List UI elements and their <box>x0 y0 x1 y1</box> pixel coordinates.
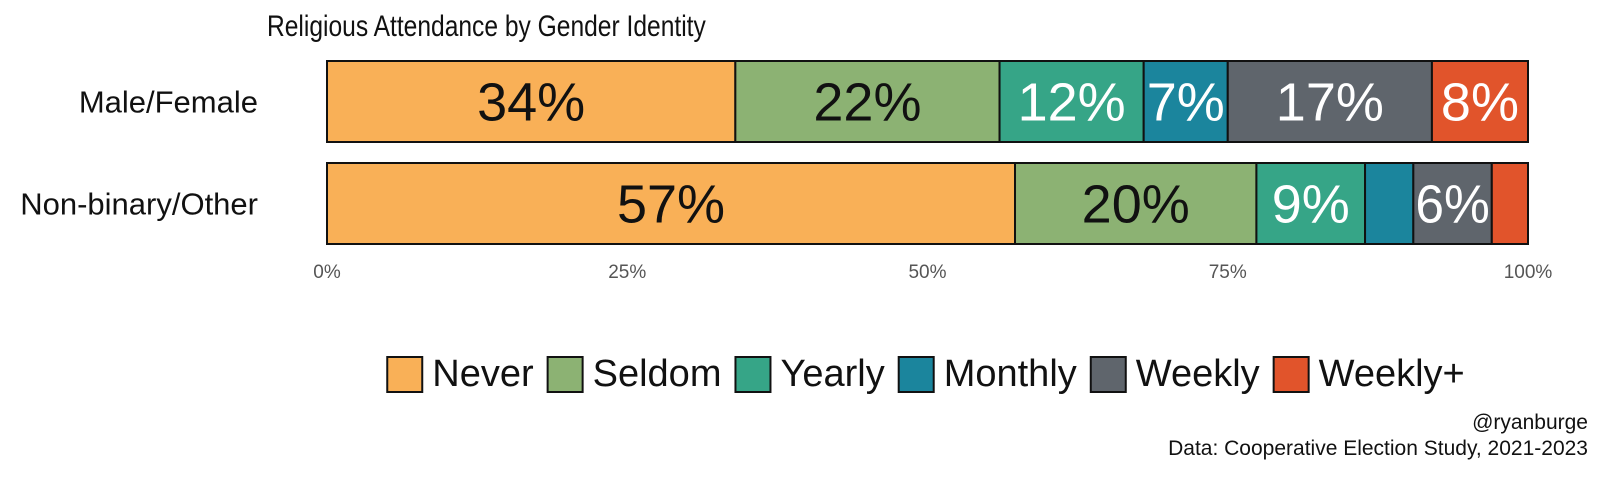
bar-value-label: 8% <box>1441 73 1519 133</box>
legend-label: Never <box>432 353 534 395</box>
chart-title: Religious Attendance by Gender Identity <box>267 9 706 43</box>
bar-segment <box>1430 60 1530 143</box>
legend-label: Seldom <box>593 353 722 395</box>
x-tick-label: 0% <box>313 262 341 283</box>
bar-value-label: 9% <box>1272 175 1350 235</box>
bars: 34% 22% 12% 7% 17% 8% 57% 20% 9% 6% <box>326 60 1530 245</box>
legend-swatch <box>897 356 935 393</box>
category-label: Non-binary/Other <box>20 187 258 222</box>
bar-segment <box>734 60 1001 143</box>
bar-value-label: 20% <box>1082 175 1190 235</box>
caption-handle: @ryanburge <box>1472 411 1588 434</box>
x-tick-label: 100% <box>1504 262 1553 283</box>
legend-swatch <box>386 356 424 393</box>
bar-segment <box>1490 162 1529 245</box>
bar-segment <box>1226 60 1433 143</box>
legend: Never Seldom Yearly Monthly Weekly Weekly+ <box>386 353 1465 395</box>
bar-value-label: 22% <box>813 73 921 133</box>
x-tick-label: 75% <box>1209 262 1247 283</box>
legend-label: Yearly <box>780 353 884 395</box>
bar-value-label: 57% <box>617 175 725 235</box>
legend-label: Weekly+ <box>1319 353 1465 395</box>
legend-label: Weekly <box>1136 353 1260 395</box>
bar-segment <box>326 162 1017 245</box>
bar-segment <box>1364 162 1415 245</box>
legend-swatch <box>546 356 584 393</box>
bar-value-label: 17% <box>1276 73 1384 133</box>
bar-segment <box>326 60 737 143</box>
x-tick-label: 50% <box>908 262 946 283</box>
bar-value-label: 6% <box>1415 175 1489 235</box>
caption-source: Data: Cooperative Election Study, 2021-2… <box>1168 437 1588 460</box>
category-labels: Male/Female Non-binary/Other <box>20 85 258 222</box>
bar-segment <box>1014 162 1258 245</box>
legend-swatch <box>1272 356 1310 393</box>
x-tick-label: 25% <box>608 262 646 283</box>
bar-segment <box>1255 162 1367 245</box>
bar-segment <box>1412 162 1493 245</box>
legend-label: Monthly <box>944 353 1077 395</box>
legend-swatch <box>734 356 772 393</box>
legend-swatch <box>1089 356 1127 393</box>
bar-value-label: 12% <box>1018 73 1126 133</box>
category-label: Male/Female <box>79 85 258 120</box>
bar-value-label: 7% <box>1147 73 1225 133</box>
x-axis-ticks: 0% 25% 50% 75% 100% <box>313 262 1552 283</box>
bar-segment <box>998 60 1145 143</box>
bar-value-label: 34% <box>477 73 585 133</box>
